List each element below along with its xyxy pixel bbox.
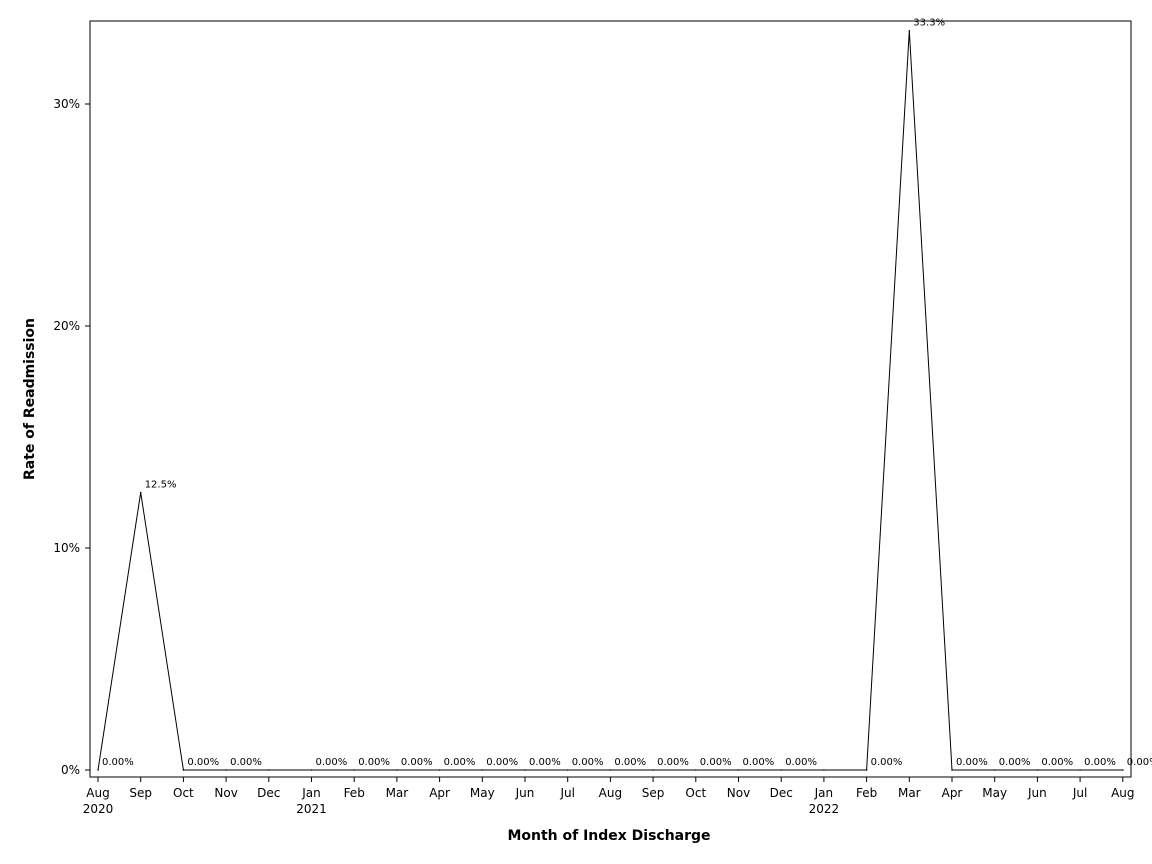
- data-point: [524, 769, 526, 771]
- x-axis: Aug 2020 Sep Oct Nov Dec Jan 2021 Feb Mar Apr May Ju…: [83, 777, 1135, 816]
- data-label: 0.00%: [316, 757, 348, 768]
- data-point: [481, 769, 484, 771]
- data-point: [865, 769, 868, 771]
- data-label: 0.00%: [230, 757, 262, 768]
- series-group: [97, 29, 1124, 771]
- data-point: [566, 769, 569, 771]
- data-point: [353, 769, 356, 771]
- y-axis: 0% 10% 20% 30%: [53, 97, 90, 777]
- y-tick-label: 20%: [53, 319, 80, 333]
- x-year-label: 2020: [83, 802, 114, 816]
- x-tick-label: Apr: [942, 786, 963, 800]
- x-tick-label: Apr: [429, 786, 450, 800]
- data-label: 0.00%: [358, 757, 390, 768]
- data-point: [609, 769, 612, 771]
- x-tick-label: Feb: [344, 786, 365, 800]
- data-point: [1036, 769, 1039, 771]
- data-point: [951, 769, 953, 771]
- data-point: [908, 29, 911, 32]
- x-tick-label: Mar: [386, 786, 409, 800]
- x-axis-title: Month of Index Discharge: [507, 828, 710, 844]
- x-tick-label: Jul: [559, 786, 574, 800]
- data-label: 0.00%: [572, 757, 604, 768]
- x-year-label: 2021: [296, 802, 327, 816]
- data-label: 0.00%: [614, 757, 646, 768]
- data-point: [823, 769, 825, 771]
- data-point: [780, 769, 782, 771]
- x-tick-label: Nov: [727, 786, 750, 800]
- x-tick-label: Jun: [515, 786, 535, 800]
- x-year-label: 2022: [809, 802, 840, 816]
- data-label: 0.00%: [871, 757, 903, 768]
- x-tick-label: Dec: [770, 786, 793, 800]
- data-label: 0.00%: [785, 757, 817, 768]
- series-line: [97, 30, 1123, 771]
- data-point: [993, 769, 996, 771]
- x-tick-label: Feb: [856, 786, 877, 800]
- data-label: 12.5%: [145, 480, 177, 491]
- data-point: [139, 491, 142, 494]
- data-label: 0.00%: [102, 757, 134, 768]
- data-label: 0.00%: [187, 757, 219, 768]
- data-point: [737, 769, 740, 771]
- y-axis-title: Rate of Readmission: [22, 318, 38, 480]
- data-point: [1122, 769, 1124, 771]
- data-point: [182, 769, 185, 771]
- x-tick-label: Sep: [642, 786, 665, 800]
- x-tick-label: Jan: [301, 786, 321, 800]
- x-tick-label: Sep: [129, 786, 152, 800]
- x-tick-label: May: [470, 786, 495, 800]
- data-point: [268, 769, 270, 771]
- x-tick-label: Jun: [1027, 786, 1047, 800]
- data-label: 0.00%: [1127, 757, 1152, 768]
- data-label: 0.00%: [999, 757, 1031, 768]
- x-tick-label: Mar: [898, 786, 921, 800]
- data-label: 0.00%: [1084, 757, 1116, 768]
- data-label: 0.00%: [486, 757, 518, 768]
- x-tick-label: Oct: [173, 786, 194, 800]
- data-label: 0.00%: [700, 757, 732, 768]
- y-tick-label: 0%: [61, 763, 80, 777]
- data-point: [1079, 769, 1081, 771]
- x-tick-label: Nov: [214, 786, 237, 800]
- data-point: [310, 769, 313, 771]
- data-label: 0.00%: [444, 757, 476, 768]
- y-tick-label: 30%: [53, 97, 80, 111]
- y-tick-label: 10%: [53, 541, 80, 555]
- x-tick-label: May: [982, 786, 1007, 800]
- data-label: 0.00%: [529, 757, 561, 768]
- data-point: [695, 769, 697, 771]
- x-tick-label: Dec: [257, 786, 280, 800]
- data-point: [438, 769, 441, 771]
- data-point: [225, 769, 227, 771]
- x-tick-label: Aug: [86, 786, 109, 800]
- data-label: 0.00%: [1041, 757, 1073, 768]
- data-label: 0.00%: [956, 757, 988, 768]
- data-label: 0.00%: [743, 757, 775, 768]
- data-label: 0.00%: [401, 757, 433, 768]
- data-label: 33.3%: [913, 18, 945, 29]
- plot-frame: [89, 20, 1132, 778]
- x-tick-label: Oct: [685, 786, 706, 800]
- data-point: [652, 769, 654, 771]
- x-tick-label: Jan: [814, 786, 834, 800]
- data-labels-group: 0.00% 12.5% 0.00% 0.00% 0.00% 0.00% 0.00% 0.00%…: [102, 18, 1152, 768]
- x-tick-label: Aug: [1111, 786, 1134, 800]
- x-tick-label: Jul: [1072, 786, 1087, 800]
- data-point: [396, 769, 398, 771]
- data-label: 0.00%: [657, 757, 689, 768]
- data-point: [97, 769, 99, 771]
- x-tick-label: Aug: [599, 786, 622, 800]
